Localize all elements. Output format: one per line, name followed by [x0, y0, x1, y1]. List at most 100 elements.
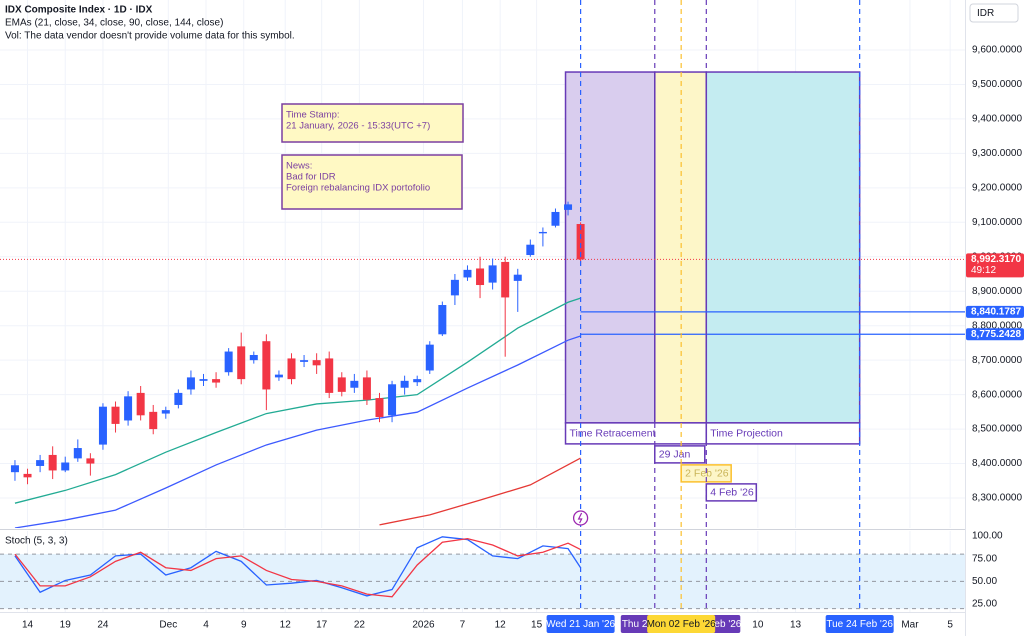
time-tag: Wed 21 Jan '26 [546, 619, 615, 630]
currency: IDR [977, 8, 994, 19]
candle-body [124, 396, 133, 421]
candle-body [199, 379, 208, 381]
time-tag: Mon 02 Feb '26 [647, 619, 717, 630]
candle-body [476, 268, 485, 286]
candle-body [576, 224, 585, 260]
date-tag: 29 Jan [659, 449, 691, 461]
candle-body [388, 384, 397, 416]
candle-body [262, 341, 271, 390]
date-tag: 4 Feb '26 [710, 487, 754, 499]
note-text: Time Stamp: [286, 110, 340, 121]
x-tick-label: 9 [241, 620, 247, 631]
candle-body [350, 380, 359, 388]
candle-body [538, 231, 547, 234]
candle-body [526, 244, 535, 256]
candle-body [375, 398, 384, 418]
event-icon [577, 512, 583, 524]
time-zone [705, 71, 861, 424]
date-tag-box [705, 483, 758, 502]
note-box [281, 103, 464, 143]
stoch-pane [0, 531, 965, 612]
x-tick-label: Mar [901, 620, 919, 631]
candle-body [224, 351, 233, 373]
candle-body [312, 360, 321, 366]
x-tick-label: 5 [947, 620, 953, 631]
date-tag: 2 Feb '26 [685, 468, 729, 480]
x-tick-label: Dec [159, 620, 177, 631]
y-tick-label: 50.00 [972, 576, 997, 587]
price-label-box [966, 253, 1024, 278]
y-tick-label: 9,300.0000 [972, 148, 1022, 159]
y-tick-label: 9,600.0000 [972, 45, 1022, 56]
candle-body [274, 374, 283, 378]
candle-body [111, 406, 120, 424]
x-tick-label: 17 [316, 620, 328, 631]
x-tick-label: 22 [354, 620, 366, 631]
candle-body [450, 279, 459, 296]
time-tag: Tue 24 Feb '26 [826, 619, 893, 630]
candle-body [174, 392, 183, 405]
x-tick-label: 24 [97, 620, 109, 631]
time-tag-box [546, 615, 615, 633]
y-tick-label: 100.00 [972, 531, 1003, 542]
price-label: 8,840.1787 [971, 306, 1021, 317]
candle-body [337, 377, 346, 392]
candle-body [362, 377, 371, 400]
price-label: 8,992.3170 [971, 254, 1021, 265]
y-tick-label: 8,600.0000 [972, 389, 1022, 400]
time-tag-box [825, 615, 894, 633]
candle-body [413, 379, 422, 383]
time-tag-box [647, 615, 716, 633]
y-tick-label: 8,400.0000 [972, 458, 1022, 469]
candle-body [237, 346, 246, 380]
note-text: Foreign rebalancing IDX portofolio [286, 183, 430, 194]
stoch-title: Stoch (5, 3, 3) [5, 536, 68, 547]
volume-note: Vol: The data vendor doesn't provide vol… [5, 31, 295, 42]
ema-line [14, 297, 581, 504]
candle-body [23, 473, 32, 478]
candle-body [73, 448, 82, 459]
price-label-box [966, 328, 1024, 341]
zone-label: Time Projection [710, 428, 783, 440]
y-tick-label: 8,800.0000 [972, 320, 1022, 331]
zone-label: Time Retracement [570, 428, 656, 440]
candle-body [300, 360, 309, 362]
candle-body [513, 274, 522, 281]
candle-body [61, 462, 70, 471]
indicator-legend: EMAs (21, close, 34, close, 90, close, 1… [5, 18, 223, 29]
overlay: 8,300.0000 8,400.0000 8,500.0000 8,600.0000… [22, 0, 1024, 633]
candle-body [212, 379, 221, 383]
candle-body [186, 377, 195, 390]
price-countdown: 49:12 [971, 265, 996, 276]
price-label: 8,775.2428 [971, 329, 1021, 340]
x-tick-label: 19 [60, 620, 72, 631]
y-tick-label: 9,100.0000 [972, 217, 1022, 228]
x-tick-label: 12 [280, 620, 292, 631]
candle-body [564, 204, 573, 210]
y-tick-label: 9,400.0000 [972, 114, 1022, 125]
x-tick-label: 14 [22, 620, 34, 631]
stoch-line [14, 536, 582, 597]
price-pane: Time Retracement Time Projection 29 Jan 2 F… [0, 0, 965, 528]
candle-body [325, 358, 334, 393]
candle-body [287, 358, 296, 380]
ema-line [14, 335, 581, 528]
candle-body [438, 305, 447, 335]
candle-body [488, 265, 497, 283]
candle-body [136, 392, 145, 416]
note-text: Bad for IDR [286, 172, 336, 183]
candle-body [400, 380, 409, 388]
candle-body [10, 465, 19, 473]
candle-body [463, 269, 472, 278]
candle-body [48, 454, 57, 471]
chart-title: IDX Composite Index · 1D · IDX [5, 5, 153, 16]
x-tick-label: 4 [203, 620, 209, 631]
candle-body [98, 406, 107, 445]
currency-box[interactable] [969, 3, 1019, 23]
candle-body [161, 410, 170, 414]
y-tick-label: 8,700.0000 [972, 355, 1022, 366]
time-zone [654, 71, 708, 424]
candle-body [501, 261, 510, 298]
note-text: News: [286, 161, 312, 172]
